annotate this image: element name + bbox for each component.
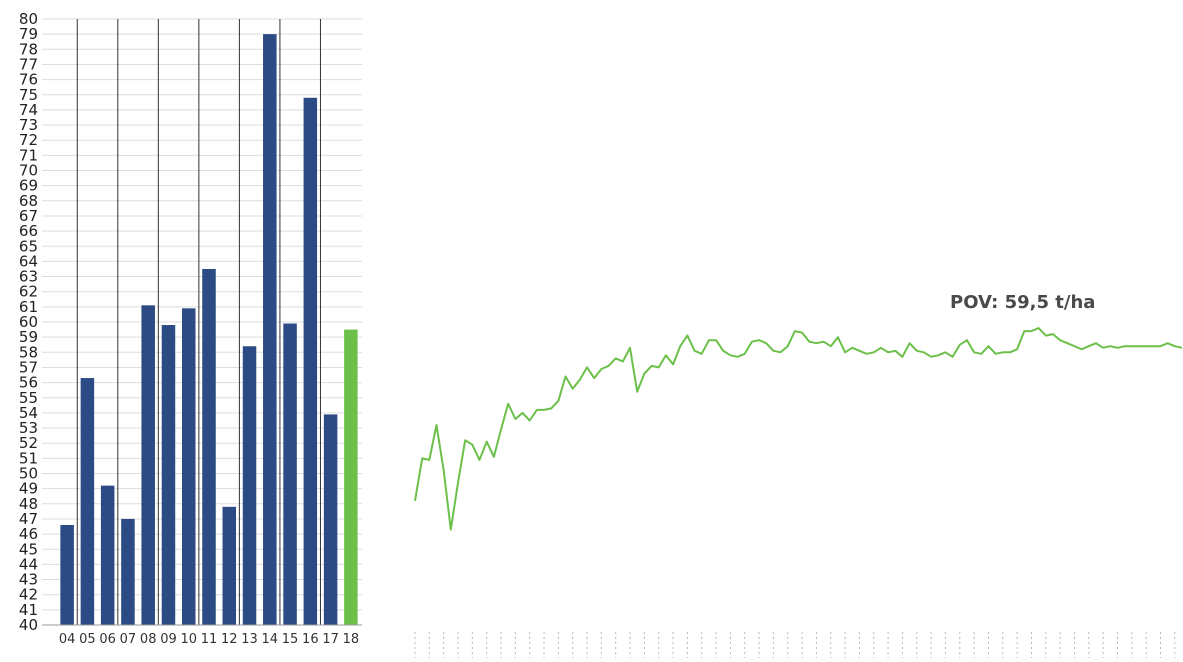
x-tick-label: 15 xyxy=(282,632,299,647)
y-tick-label: 42 xyxy=(19,586,38,604)
bar xyxy=(323,414,338,625)
x-tick-label: 16 xyxy=(302,632,319,647)
y-tick-label: 44 xyxy=(19,555,38,573)
y-tick-label: 78 xyxy=(19,40,38,58)
x-tick-label: 08 xyxy=(140,632,157,647)
y-tick-label: 67 xyxy=(19,207,38,225)
x-tick-label: 11 xyxy=(201,632,218,647)
y-tick-label: 53 xyxy=(19,419,38,437)
y-tick-label: 68 xyxy=(19,192,38,210)
y-tick-label: 56 xyxy=(19,374,38,392)
y-tick-label: 64 xyxy=(19,252,38,270)
y-tick-label: 77 xyxy=(19,55,38,73)
bar xyxy=(202,268,216,625)
bar xyxy=(344,329,358,625)
y-tick-label: 48 xyxy=(19,495,38,513)
y-tick-label: 51 xyxy=(19,449,38,467)
y-tick-label: 69 xyxy=(19,177,38,195)
y-tick-label: 72 xyxy=(19,131,38,149)
line-annotation: POV: 59,5 t/ha xyxy=(950,292,1096,313)
y-tick-label: 40 xyxy=(19,616,38,634)
y-tick-label: 75 xyxy=(19,86,38,104)
x-tick-label: 09 xyxy=(160,632,177,647)
bar xyxy=(263,34,277,625)
y-tick-label: 43 xyxy=(19,571,38,589)
y-tick-label: 49 xyxy=(19,480,38,498)
y-tick-label: 66 xyxy=(19,222,38,240)
x-tick-label: 17 xyxy=(322,632,339,647)
y-tick-label: 50 xyxy=(19,465,38,483)
y-tick-label: 45 xyxy=(19,540,38,558)
y-tick-label: 57 xyxy=(19,358,38,376)
y-tick-label: 47 xyxy=(19,510,38,528)
x-tick-label: 18 xyxy=(343,632,360,647)
bar xyxy=(161,325,176,625)
y-tick-label: 76 xyxy=(19,71,38,89)
bar xyxy=(181,308,196,625)
y-tick-label: 54 xyxy=(19,404,38,422)
x-tick-label: 14 xyxy=(262,632,279,647)
data-line xyxy=(414,327,1183,531)
y-tick-label: 80 xyxy=(19,10,38,28)
y-tick-label: 62 xyxy=(19,283,38,301)
y-tick-label: 58 xyxy=(19,343,38,361)
x-tick-label: 13 xyxy=(241,632,258,647)
y-tick-label: 70 xyxy=(19,162,38,180)
bar xyxy=(121,518,135,625)
y-tick-label: 65 xyxy=(19,237,38,255)
y-tick-label: 61 xyxy=(19,298,38,316)
bar xyxy=(242,346,257,625)
y-tick-label: 59 xyxy=(19,328,38,346)
y-tick-label: 55 xyxy=(19,389,38,407)
y-tick-label: 74 xyxy=(19,101,38,119)
x-tick-label: 04 xyxy=(59,632,76,647)
line-chart xyxy=(414,327,1183,658)
bar xyxy=(60,525,74,625)
x-tick-label: 06 xyxy=(99,632,116,647)
y-tick-label: 52 xyxy=(19,434,38,452)
bar xyxy=(100,485,115,625)
bar xyxy=(283,323,297,625)
bar xyxy=(80,378,95,625)
x-tick-label: 07 xyxy=(120,632,137,647)
y-tick-label: 41 xyxy=(19,601,38,619)
bar xyxy=(222,506,237,625)
x-tick-label: 10 xyxy=(180,632,197,647)
x-tick-label: 12 xyxy=(221,632,238,647)
y-tick-label: 79 xyxy=(19,25,38,43)
y-tick-label: 71 xyxy=(19,146,38,164)
bar xyxy=(141,305,155,625)
y-tick-label: 60 xyxy=(19,313,38,331)
y-tick-label: 73 xyxy=(19,116,38,134)
bar-chart: 4041424344454647484950515253545556575859… xyxy=(19,10,362,647)
y-tick-label: 46 xyxy=(19,525,38,543)
x-tick-label: 05 xyxy=(79,632,96,647)
y-tick-label: 63 xyxy=(19,268,38,286)
bar xyxy=(303,97,318,625)
